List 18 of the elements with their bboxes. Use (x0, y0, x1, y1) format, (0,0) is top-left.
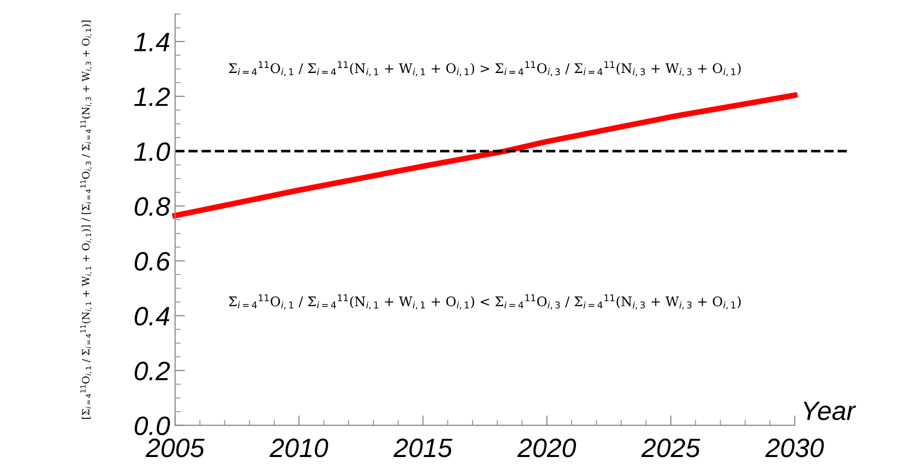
y-tick-label: 1.4 (134, 32, 170, 52)
x-tick-label: 2005 (146, 438, 205, 458)
x-tick-label: 2030 (765, 438, 824, 458)
x-tick-label: 2010 (270, 438, 328, 458)
y-tick-label: 0.4 (134, 306, 170, 326)
y-tick-label: 1.2 (134, 87, 170, 106)
y-tick-label: 0.0 (134, 416, 170, 436)
y-tick-label: 1.0 (134, 142, 170, 162)
x-axis-title: Year (804, 402, 856, 420)
x-tick-label: 2015 (393, 438, 452, 458)
x-tick-label: 2025 (641, 438, 700, 458)
text: Σ$_{i=4}$$^{11}$O$_{i,1}$ / Σ$_{i=4}$$^{11}$(N$_{i,1}$ + W$_{i,1}$ + O$_{i,1}$) > Σ$_{i=4}$$^{11}$O$_{i,3}$ / Σ$_{i=4}$$^{11}$(N$_{i,3}$ + W$_{i,3}$ + O$_{i,1}$) (228, 61, 741, 76)
y-tick-label: 0.8 (134, 197, 170, 216)
text: [Σ$_{i=4}$$^{11}$O$_{i,1}$ / Σ$_{i=4}$$^{11}$(N$_{i,1}$ + W$_{i,1}$ + O$_{i,1}$)] / [Σ$_{i=4}$$^{11}$O$_{i,3}$ / Σ$_{i=4}$$^{11}$(N$_{i,3}$ + W$_{i,3}$ + O$_{i,1}$)] (80, 20, 92, 419)
y-tick-label: 0.2 (134, 362, 170, 380)
y-tick-label: 0.6 (134, 252, 170, 271)
x-tick-label: 2020 (517, 438, 576, 458)
text: Σ$_{i=4}$$^{11}$O$_{i,1}$ / Σ$_{i=4}$$^{11}$(N$_{i,1}$ + W$_{i,1}$ + O$_{i,1}$) < Σ$_{i=4}$$^{11}$O$_{i,3}$ / Σ$_{i=4}$$^{11}$(N$_{i,3}$ + W$_{i,3}$ + O$_{i,1}$) (228, 294, 741, 310)
